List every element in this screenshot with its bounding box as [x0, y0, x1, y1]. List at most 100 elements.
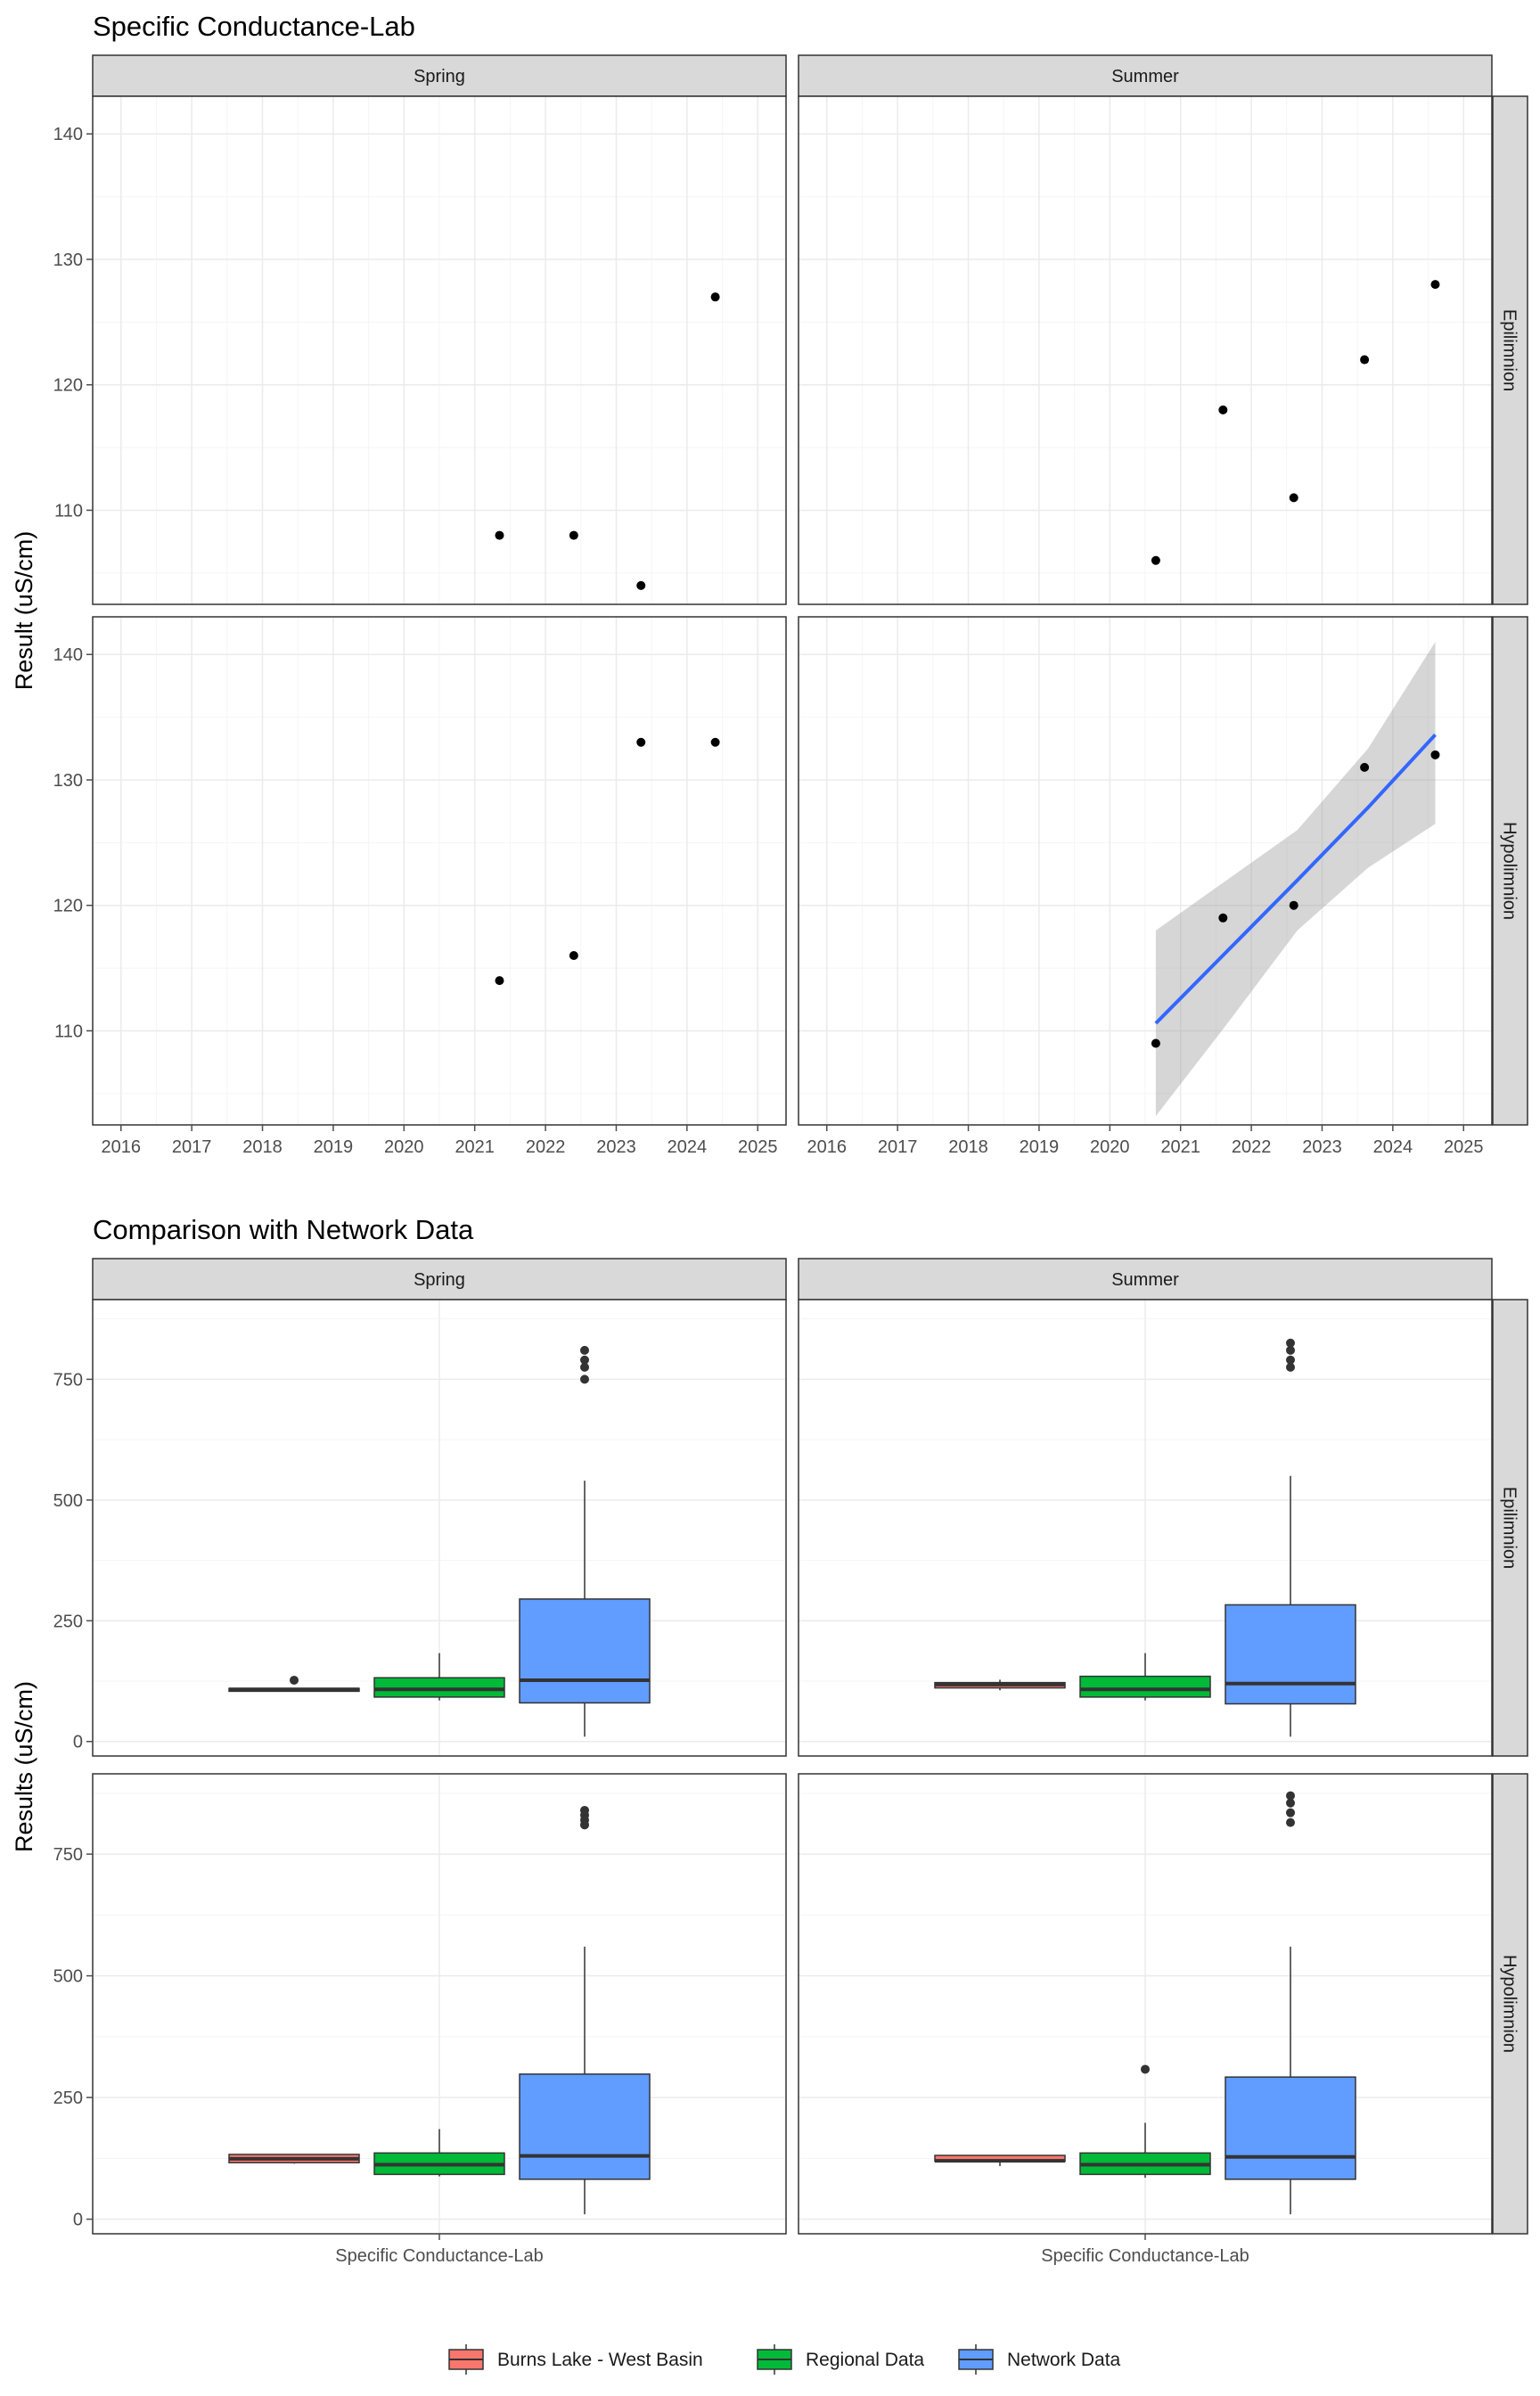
- data-point: [710, 737, 720, 747]
- strip-epilimnion: [1492, 1299, 1528, 1757]
- y-axis-label: Result (uS/cm): [11, 531, 37, 691]
- panel-border: [92, 1299, 787, 1757]
- x-tick-label: 2017: [172, 1137, 212, 1157]
- panel-border: [92, 616, 787, 1126]
- y-tick-label: 120: [53, 897, 83, 916]
- y-tick-label: 500: [53, 1967, 83, 1987]
- strip-hypolimnion: [1492, 616, 1528, 1126]
- chart-title: Specific Conductance-Lab: [93, 11, 415, 42]
- data-point: [1360, 355, 1370, 365]
- box-regional-data: [1079, 1653, 1211, 1701]
- strip-label-summer: Summer: [1111, 67, 1179, 86]
- box-burns-lake-west-basin: [228, 1675, 360, 1693]
- x-tick-label: 2022: [1232, 1137, 1272, 1157]
- strip-summer: [798, 54, 1493, 97]
- outlier-point: [1286, 1808, 1295, 1818]
- data-point: [569, 530, 578, 540]
- x-tick-label: Specific Conductance-Lab: [335, 2246, 543, 2266]
- y-tick-label: 110: [54, 1022, 83, 1041]
- y-tick-label: 500: [53, 1491, 83, 1511]
- data-point: [1360, 762, 1370, 772]
- data-point: [1151, 555, 1160, 565]
- legend-item-network-data: Network Data: [958, 2344, 1121, 2375]
- y-tick-label: 750: [53, 1370, 83, 1390]
- y-tick-label: 0: [73, 2211, 83, 2230]
- x-tick-label: 2019: [1020, 1137, 1060, 1157]
- outlier-point: [1286, 1791, 1295, 1801]
- y-tick-label: 250: [53, 1612, 83, 1631]
- box-burns-lake-west-basin: [934, 2154, 1066, 2167]
- data-point: [710, 292, 720, 302]
- data-point: [1289, 493, 1298, 503]
- box-body: [519, 2073, 651, 2180]
- box-network-data: [519, 1345, 651, 1737]
- box-burns-lake-west-basin: [934, 1679, 1066, 1691]
- y-tick-label: 0: [73, 1733, 83, 1752]
- outlier-point: [580, 1345, 589, 1355]
- x-tick-label: 2025: [1444, 1137, 1484, 1157]
- outlier-point: [1286, 1345, 1295, 1355]
- box-network-data: [1225, 1791, 1356, 2215]
- outlier-point: [1286, 1355, 1295, 1365]
- legend-label: Network Data: [1007, 2350, 1121, 2370]
- legend-item-burns-lake-west-basin: Burns Lake - West Basin: [448, 2344, 703, 2375]
- data-point: [1430, 280, 1440, 290]
- chart-title: Comparison with Network Data: [93, 1214, 474, 1245]
- panel-border: [798, 95, 1493, 605]
- strip-spring: [92, 54, 787, 97]
- confidence-band: [1155, 642, 1436, 1117]
- box-regional-data: [1079, 2064, 1211, 2179]
- outlier-point: [290, 1675, 299, 1685]
- data-spring-epilimnion: [495, 292, 720, 590]
- strip-label-hypolimnion: Hypolimnion: [1500, 1955, 1520, 2053]
- x-tick-label: 2019: [314, 1137, 354, 1157]
- data-summer-hypolimnion: [1151, 642, 1440, 1117]
- panel-border: [798, 616, 1493, 1126]
- boxes-spring-hypolimnion: [228, 1805, 651, 2215]
- box-body: [373, 1677, 505, 1698]
- outlier-point: [580, 1362, 589, 1372]
- x-tick-label: Specific Conductance-Lab: [1041, 2246, 1249, 2266]
- box-body: [519, 1598, 651, 1704]
- x-tick-label: 2017: [878, 1137, 918, 1157]
- strip-label-hypolimnion: Hypolimnion: [1500, 822, 1520, 920]
- data-point: [636, 580, 646, 590]
- x-tick-label: 2021: [455, 1137, 495, 1157]
- strip-hypolimnion: [1492, 1773, 1528, 2235]
- strip-summer: [798, 1258, 1493, 1301]
- outlier-point: [580, 1805, 589, 1815]
- outlier-point: [580, 1355, 589, 1365]
- panel-spring-epilimnion: [93, 96, 786, 604]
- scatter-chart: Specific Conductance-Lab Result (uS/cm) Sp…: [11, 11, 1528, 1157]
- outlier-point: [580, 1374, 589, 1384]
- strip-label-epilimnion: Epilimnion: [1500, 1487, 1520, 1569]
- data-point: [1430, 750, 1440, 759]
- x-tick-label: 2021: [1160, 1137, 1200, 1157]
- legend-label: Regional Data: [806, 2350, 924, 2370]
- y-tick-label: 140: [53, 125, 83, 144]
- x-tick-label: 2016: [102, 1137, 142, 1157]
- y-tick-label: 130: [53, 250, 83, 270]
- data-point: [1218, 913, 1228, 923]
- y-tick-label: 140: [53, 645, 83, 665]
- data-point: [1289, 900, 1298, 910]
- box-body: [1225, 1604, 1356, 1705]
- strip-label-summer: Summer: [1111, 1270, 1179, 1290]
- strip-label-spring: Spring: [414, 67, 465, 86]
- box-body: [1079, 1675, 1211, 1698]
- y-tick-label: 750: [53, 1845, 83, 1865]
- x-tick-label: 2024: [1373, 1137, 1413, 1157]
- x-tick-label: 2023: [1302, 1137, 1342, 1157]
- legend: Burns Lake - West Basin Regional Data Netw…: [448, 2344, 1121, 2375]
- y-tick-label: 120: [53, 376, 83, 396]
- x-tick-label: 2022: [526, 1137, 566, 1157]
- data-point: [495, 976, 504, 986]
- panel-summer-epilimnion: [799, 96, 1492, 604]
- data-point: [569, 951, 578, 960]
- outlier-point: [1286, 1818, 1295, 1827]
- outlier-point: [1286, 1798, 1295, 1808]
- box-regional-data: [373, 2129, 505, 2177]
- data-point: [495, 530, 504, 540]
- y-tick-label: 250: [53, 2088, 83, 2108]
